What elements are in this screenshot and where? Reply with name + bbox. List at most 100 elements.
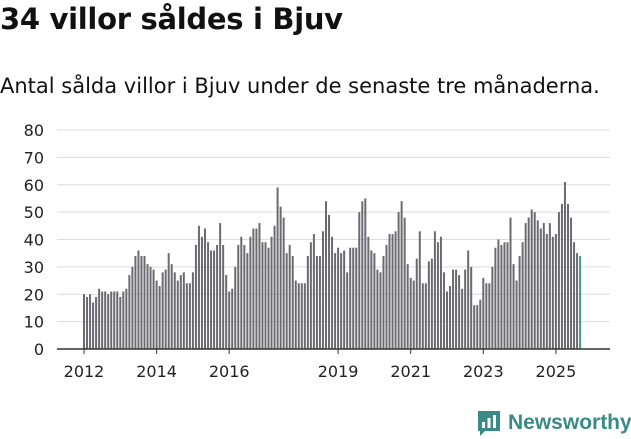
bar <box>86 296 89 349</box>
bar <box>355 247 358 349</box>
bar <box>473 305 476 349</box>
bar <box>464 269 467 349</box>
bar <box>194 244 197 349</box>
bar <box>285 253 288 349</box>
bar <box>119 296 122 349</box>
bar <box>113 291 116 349</box>
bar <box>530 209 533 349</box>
bar <box>467 250 470 349</box>
bar <box>140 255 143 349</box>
bar <box>161 272 164 349</box>
bar <box>533 212 536 349</box>
bar <box>89 294 92 349</box>
bar <box>282 217 285 349</box>
bar <box>143 255 146 349</box>
bar <box>243 244 246 349</box>
bar <box>545 234 548 349</box>
bar <box>461 288 464 349</box>
bar <box>95 296 98 349</box>
bar <box>276 187 279 349</box>
bar <box>527 217 530 349</box>
bar <box>515 280 518 349</box>
bar <box>394 231 397 349</box>
bar <box>494 247 497 349</box>
bar <box>179 275 182 349</box>
bar <box>231 288 234 349</box>
bar <box>500 244 503 349</box>
bar <box>261 242 264 349</box>
bar <box>125 288 128 349</box>
bar <box>331 236 334 349</box>
x-tick-label: 2019 <box>318 362 359 381</box>
bar <box>325 201 327 349</box>
bar <box>234 266 237 349</box>
bar <box>182 272 185 349</box>
bar <box>318 255 321 349</box>
bar <box>288 244 291 349</box>
x-tick-label: 2023 <box>463 362 504 381</box>
bar <box>185 283 188 349</box>
bar <box>312 234 315 349</box>
newsworthy-logo-icon <box>478 411 500 436</box>
bar <box>370 250 373 349</box>
bar <box>237 244 240 349</box>
bar <box>551 236 554 349</box>
bar <box>258 223 261 349</box>
bar <box>309 242 312 349</box>
bar <box>255 228 258 349</box>
bar <box>509 217 512 349</box>
bar <box>397 212 400 349</box>
bar <box>470 266 473 349</box>
bar <box>252 228 255 349</box>
newsworthy-logo-text: Newsworthy <box>508 411 631 434</box>
bar <box>418 231 421 349</box>
bar <box>98 288 101 349</box>
bar <box>458 275 461 349</box>
bar <box>455 269 458 349</box>
bar <box>573 242 576 349</box>
bar <box>279 206 282 349</box>
bar <box>188 283 191 349</box>
bar <box>297 283 300 349</box>
bar <box>158 286 161 349</box>
bar <box>328 214 331 349</box>
bar <box>421 283 424 349</box>
x-tick-label: 2012 <box>64 362 105 381</box>
bar <box>524 223 527 349</box>
bar <box>446 291 448 349</box>
bar <box>155 280 158 349</box>
bar <box>536 220 539 349</box>
bar <box>173 272 176 349</box>
bar <box>107 294 110 349</box>
y-tick-label: 40 <box>24 231 44 250</box>
bar <box>176 280 179 349</box>
bar <box>146 264 149 349</box>
bar <box>170 264 173 349</box>
chart-subtitle: Antal sålda villor i Bjuv under de senas… <box>0 74 600 98</box>
bar <box>321 231 324 349</box>
bar <box>83 294 85 349</box>
bar <box>240 236 243 349</box>
bar <box>476 305 479 349</box>
y-tick-label: 50 <box>24 203 44 222</box>
bar <box>482 277 485 349</box>
bar <box>427 261 430 349</box>
bar <box>439 236 442 349</box>
chart-title: 34 villor såldes i Bjuv <box>0 2 343 36</box>
bar <box>197 225 200 349</box>
bar <box>273 225 276 349</box>
bar <box>210 250 213 349</box>
bar <box>303 283 306 349</box>
bar <box>563 182 566 349</box>
bar <box>191 272 194 349</box>
bar <box>364 198 367 349</box>
bar <box>167 253 170 349</box>
bar <box>406 264 409 349</box>
bar <box>300 283 303 349</box>
y-tick-label: 70 <box>24 148 44 167</box>
latest-value-label: 34 <box>572 0 591 4</box>
bar <box>225 275 228 349</box>
bar <box>485 283 488 349</box>
bar <box>391 234 394 349</box>
bar <box>479 299 482 349</box>
